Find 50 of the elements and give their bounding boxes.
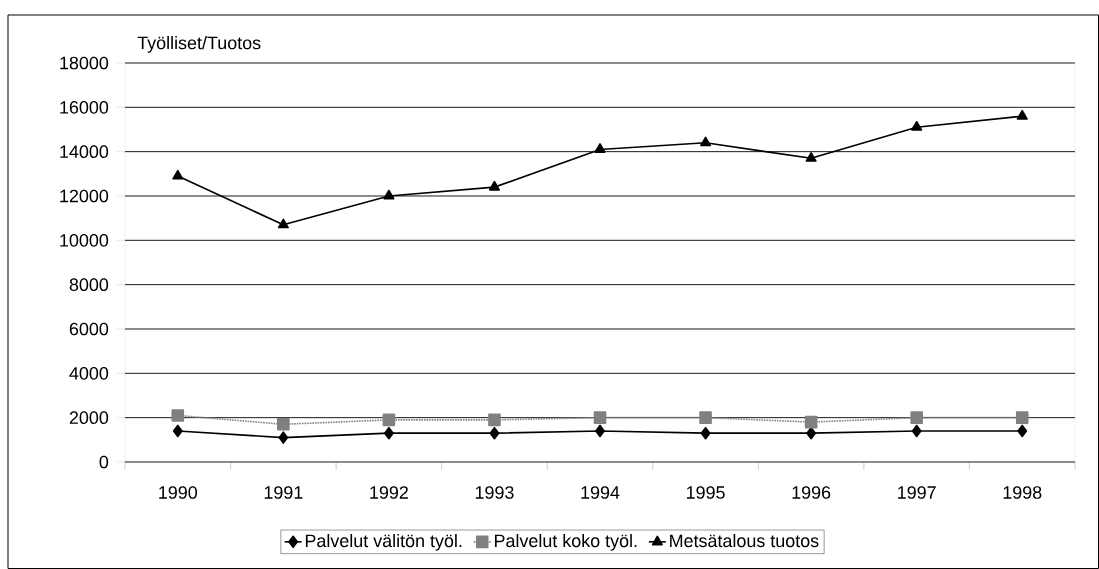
legend-label: Palvelut koko työl. (494, 534, 637, 551)
point (595, 424, 605, 438)
point (911, 424, 922, 438)
x-tick-label: 1994 (581, 486, 620, 499)
x-tick-label: 1992 (370, 486, 408, 499)
y-tick-label: 16000 (60, 100, 109, 114)
y-tick-label: 14000 (60, 145, 109, 158)
y-tick-label: 8000 (69, 278, 109, 291)
point (805, 152, 817, 162)
point (489, 426, 500, 440)
point (278, 431, 289, 444)
y-tick-label: 4000 (69, 366, 109, 380)
x-tick-label: 1993 (475, 486, 514, 499)
x-tick-label: 1998 (1003, 486, 1042, 499)
y-tick-label: 10000 (60, 233, 109, 247)
legend-label: Palvelut välitön työl. (305, 534, 462, 551)
point (382, 413, 396, 427)
y-tick-label: 18000 (60, 56, 109, 70)
point (700, 426, 711, 440)
point (383, 189, 395, 200)
x-tick-label: 1996 (792, 486, 831, 499)
y-tick-label: 2000 (69, 411, 109, 424)
x-tick-label: 1997 (898, 486, 936, 499)
point (171, 409, 185, 422)
point (277, 218, 289, 229)
point (383, 426, 394, 440)
point (488, 413, 501, 427)
point (1017, 424, 1028, 438)
point (277, 418, 290, 431)
point (911, 120, 923, 131)
y-tick-label: 12000 (60, 189, 109, 203)
point (700, 136, 712, 147)
point (804, 415, 818, 429)
point (488, 180, 501, 191)
x-tick-label: 1991 (264, 486, 303, 499)
y-tick-label: 6000 (69, 322, 109, 336)
point (910, 411, 923, 424)
y-axis-title: Työlliset/Tuotos (137, 36, 261, 53)
point (699, 411, 712, 424)
y-tick-label: 0 (99, 455, 109, 469)
point (172, 169, 184, 180)
legend-label: Metsätalous tuotos (670, 534, 819, 548)
point (593, 411, 607, 424)
x-tick-label: 1990 (159, 486, 198, 499)
point (594, 143, 606, 153)
point (172, 424, 183, 438)
point (1015, 411, 1029, 424)
x-tick-label: 1995 (686, 486, 725, 499)
point (806, 426, 817, 440)
point (1016, 109, 1028, 120)
